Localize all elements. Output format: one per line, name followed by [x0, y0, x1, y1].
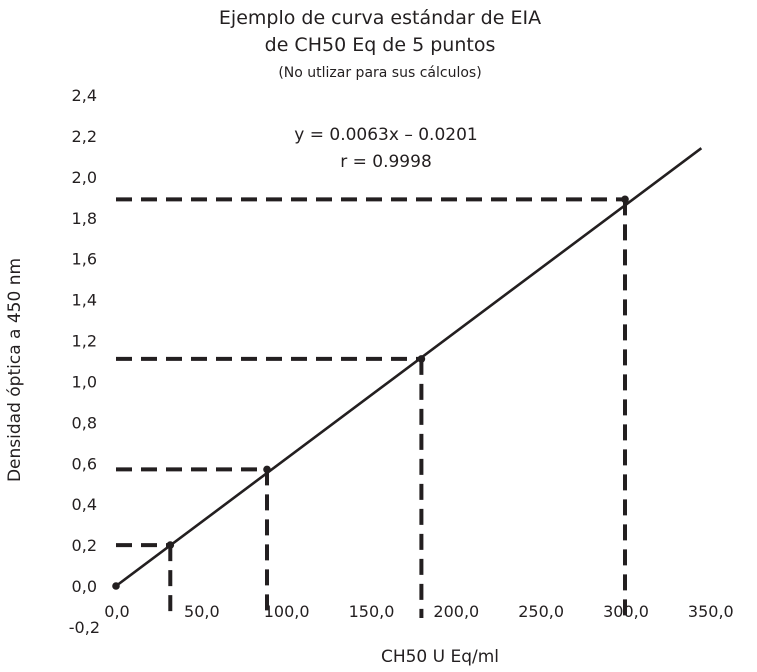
regression-equation: y = 0.0063x – 0.0201	[294, 125, 477, 145]
y-tick-label: 0,4	[72, 495, 97, 514]
y-tick-label: -0,2	[69, 618, 100, 637]
y-tick-label: 1,6	[72, 250, 97, 269]
y-tick-label: 0,0	[72, 577, 97, 596]
x-tick-label: 0,0	[104, 602, 129, 621]
y-axis-label: Densidad óptica a 450 nm	[5, 258, 25, 482]
x-tick-label: 50,0	[184, 602, 220, 621]
regression-line	[115, 147, 703, 588]
correlation-coefficient: r = 0.9998	[340, 152, 432, 172]
y-tick-label: 0,6	[72, 454, 97, 473]
y-tick-label: 1,2	[72, 332, 97, 351]
x-tick-label: 300,0	[603, 602, 649, 621]
data-point-4	[621, 195, 629, 204]
x-tick-label: 250,0	[518, 602, 564, 621]
y-tick-labels: -0,2 0,0 0,2 0,4 0,6 0,8 1,0 1,2 1,4 1,6 1,8 2,0 2,2…	[69, 86, 100, 637]
data-point-1	[166, 541, 175, 549]
y-tick-label: 0,8	[72, 413, 97, 432]
data-point-2	[263, 465, 271, 474]
y-tick-label: 2,2	[72, 127, 97, 146]
x-tick-labels: 0,0 50,0 100,0 150,0 200,0 250,0 300,0 350,0	[104, 602, 733, 621]
chart-title: Ejemplo de curva estándar de EIA	[219, 7, 541, 29]
chart-note: (No utlizar para sus cálculos)	[278, 65, 481, 81]
x-tick-label: 200,0	[433, 602, 479, 621]
x-tick-label: 150,0	[349, 602, 395, 621]
data-point-0	[112, 582, 120, 590]
y-tick-label: 2,0	[72, 168, 97, 187]
y-tick-label: 2,4	[72, 86, 97, 105]
plot-area	[112, 147, 703, 618]
x-tick-label: 100,0	[264, 602, 310, 621]
x-tick-label: 350,0	[688, 602, 734, 621]
y-tick-label: 1,4	[72, 291, 97, 310]
y-tick-label: 1,0	[72, 372, 97, 391]
y-tick-label: 1,8	[72, 209, 97, 228]
x-axis-label: CH50 U Eq/ml	[381, 647, 499, 667]
data-point-3	[417, 355, 426, 363]
y-tick-label: 0,2	[72, 536, 97, 555]
chart-subtitle: de CH50 Eq de 5 puntos	[265, 34, 496, 56]
